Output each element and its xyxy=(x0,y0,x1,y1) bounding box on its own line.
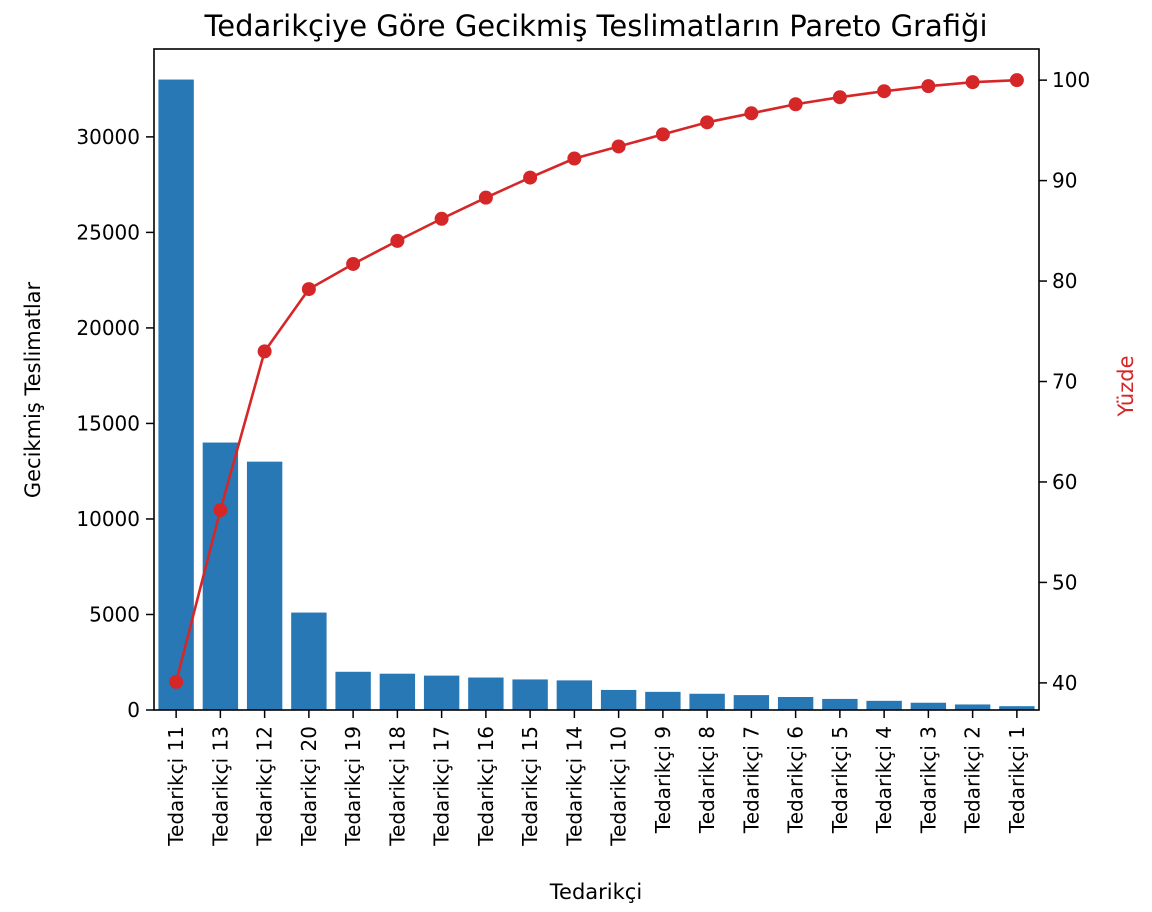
bar xyxy=(335,671,371,710)
cumulative-point xyxy=(700,115,715,130)
cumulative-point xyxy=(744,106,759,121)
right-tick-label: 70 xyxy=(1052,370,1077,394)
x-tick-label: Tedarikçi 17 xyxy=(430,726,454,847)
cumulative-point xyxy=(965,75,980,90)
right-tick-label: 60 xyxy=(1052,470,1077,494)
bar xyxy=(423,675,460,710)
x-tick-label: Tedarikçi 2 xyxy=(961,726,985,834)
bar xyxy=(379,673,416,710)
left-y-axis-ticks: 0 5000 10000 15000 20000 25000 30000 xyxy=(76,125,154,722)
x-tick-label: Tedarikçi 7 xyxy=(739,726,763,834)
x-tick-label: Tedarikçi 19 xyxy=(341,726,365,847)
left-tick-label: 10000 xyxy=(76,507,140,531)
cumulative-point xyxy=(301,282,316,297)
cumulative-point xyxy=(788,97,803,112)
bar xyxy=(291,612,327,710)
x-tick-label: Tedarikçi 5 xyxy=(828,726,852,834)
cumulative-point xyxy=(169,674,184,689)
chart-title: Tedarikçiye Göre Gecikmiş Teslimatların … xyxy=(203,9,987,43)
cumulative-point xyxy=(523,170,538,185)
cumulative-point xyxy=(832,90,847,105)
right-tick-label: 90 xyxy=(1052,169,1077,193)
bar xyxy=(866,700,902,710)
cumulative-point xyxy=(346,256,361,271)
cumulative-point xyxy=(877,84,892,99)
bar xyxy=(689,693,725,710)
y-axis-label: Gecikmiş Teslimatlar xyxy=(21,281,45,498)
bar xyxy=(954,704,991,710)
left-tick-label: 5000 xyxy=(89,602,140,626)
x-axis-label: Tedarikçi xyxy=(549,880,642,904)
right-tick-label: 40 xyxy=(1052,671,1077,695)
bar xyxy=(910,702,947,710)
cumulative-point xyxy=(257,344,272,359)
x-tick-label: Tedarikçi 3 xyxy=(916,726,940,834)
right-tick-label: 50 xyxy=(1052,570,1077,594)
bar xyxy=(468,677,504,710)
bar xyxy=(202,442,239,710)
left-tick-label: 30000 xyxy=(76,125,140,149)
x-tick-label: Tedarikçi 14 xyxy=(562,726,586,847)
right-y-axis-label: Yüzde xyxy=(1114,355,1138,417)
left-tick-label: 0 xyxy=(127,698,140,722)
bar xyxy=(600,689,637,710)
right-y-axis-ticks: 40 50 60 70 80 90 100 xyxy=(1039,68,1090,695)
x-tick-label: Tedarikçi 13 xyxy=(208,726,232,847)
x-tick-label: Tedarikçi 18 xyxy=(385,726,409,847)
plot-frame xyxy=(153,48,1040,711)
left-tick-label: 25000 xyxy=(76,220,140,244)
right-tick-label: 100 xyxy=(1052,68,1090,92)
left-tick-label: 20000 xyxy=(76,316,140,340)
x-tick-label: Tedarikçi 6 xyxy=(784,726,808,834)
cumulative-point xyxy=(655,127,670,142)
cumulative-point xyxy=(611,139,626,154)
x-axis-ticks: Tedarikçi 11 Tedarikçi 13 Tedarikçi 12 Teda… xyxy=(164,710,1029,847)
bar xyxy=(158,79,194,711)
cumulative-line-series xyxy=(169,73,1024,689)
x-tick-label: Tedarikçi 8 xyxy=(695,726,719,834)
bar-series xyxy=(158,79,1035,711)
bar xyxy=(777,697,814,710)
cumulative-point xyxy=(1009,73,1024,88)
x-tick-label: Tedarikçi 10 xyxy=(607,726,631,847)
x-tick-label: Tedarikçi 11 xyxy=(164,726,188,847)
x-tick-label: Tedarikçi 12 xyxy=(253,726,277,847)
x-tick-label: Tedarikçi 4 xyxy=(872,726,896,834)
right-tick-label: 80 xyxy=(1052,269,1077,293)
bar xyxy=(733,695,770,710)
bar xyxy=(999,706,1035,710)
left-tick-label: 15000 xyxy=(76,411,140,435)
cumulative-point xyxy=(434,211,449,226)
cumulative-point xyxy=(213,503,228,518)
x-tick-label: Tedarikçi 16 xyxy=(474,726,498,847)
x-tick-label: Tedarikçi 9 xyxy=(651,726,675,834)
bar xyxy=(512,679,548,710)
bar xyxy=(645,691,681,710)
cumulative-line xyxy=(174,78,1017,683)
x-tick-label: Tedarikçi 1 xyxy=(1005,726,1029,834)
bar xyxy=(246,461,283,710)
x-tick-label: Tedarikçi 15 xyxy=(518,726,542,847)
bar xyxy=(822,698,858,710)
cumulative-point xyxy=(390,233,405,248)
x-tick-label: Tedarikçi 20 xyxy=(297,726,321,847)
bar xyxy=(556,680,593,710)
cumulative-point xyxy=(921,79,936,94)
cumulative-point xyxy=(478,190,493,205)
cumulative-point xyxy=(567,151,582,166)
axes xyxy=(153,48,1040,711)
